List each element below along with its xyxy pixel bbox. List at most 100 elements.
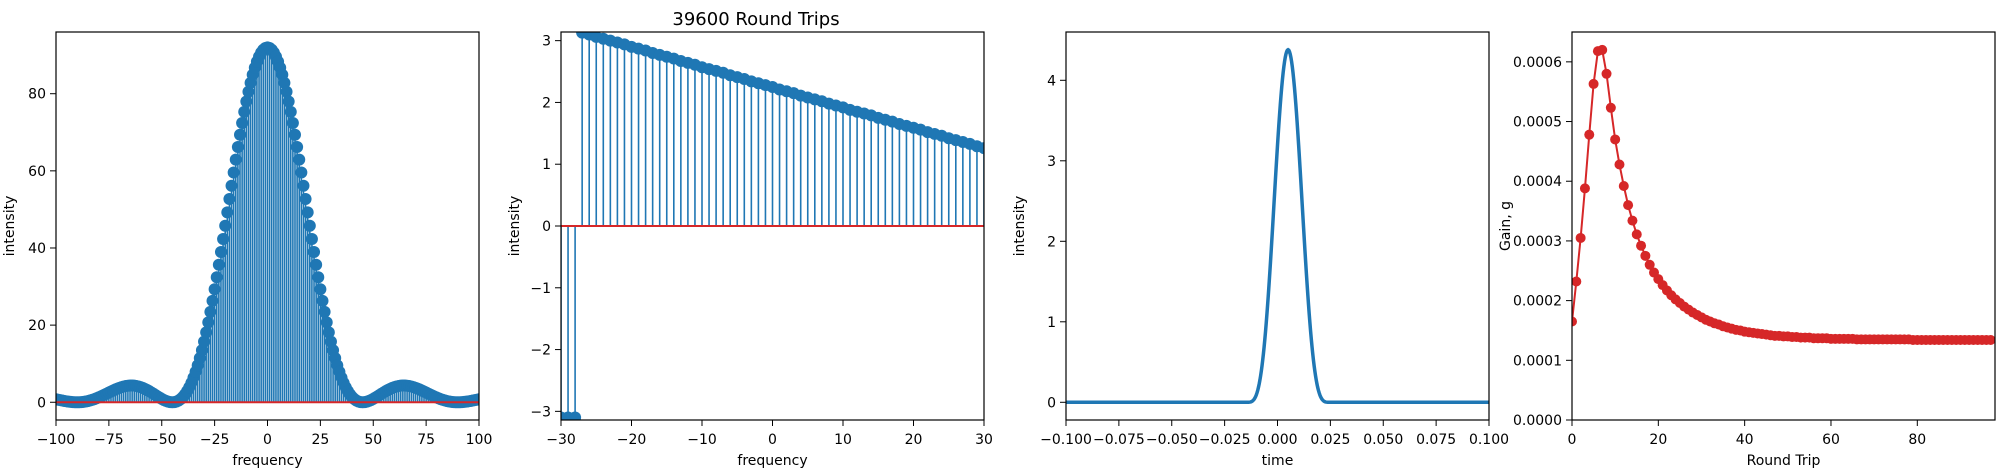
y-tick-label: 0.0004 xyxy=(1513,174,1562,190)
x-tick-label: 0 xyxy=(768,432,777,448)
x-tick-label: 25 xyxy=(311,432,329,448)
x-axis: −100 −75 −50 −25 0 25 50 75 100 xyxy=(37,420,493,448)
data-point xyxy=(1572,276,1582,287)
y-axis-label: intensity xyxy=(1012,196,1028,257)
stem-marker xyxy=(206,294,219,307)
y-tick-label: 20 xyxy=(28,318,46,334)
stem-marker xyxy=(200,326,213,339)
y-tick-label: 4 xyxy=(1047,73,1056,89)
stem-marker xyxy=(229,153,242,166)
stems xyxy=(561,32,984,418)
y-axis: 0 20 40 60 80 xyxy=(28,87,56,411)
y-tick-label: 3 xyxy=(542,34,551,50)
series-line xyxy=(1066,47,1489,405)
x-tick-label: −0.100 xyxy=(1040,432,1092,448)
y-axis: 0.0000 0.0001 0.0002 0.0003 0.0004 0.0005 0.00… xyxy=(1513,55,1572,429)
y-tick-label: 1 xyxy=(542,157,551,173)
y-tick-label: 0.0000 xyxy=(1513,413,1562,429)
y-tick-label: −2 xyxy=(530,343,551,359)
y-tick-label: 0 xyxy=(1047,395,1056,411)
x-tick-label: 75 xyxy=(417,432,435,448)
x-axis: −30 −20 −10 0 10 20 30 xyxy=(546,420,993,448)
y-tick-label: 2 xyxy=(1047,234,1056,250)
y-axis: −3 −2 −1 0 1 2 3 xyxy=(530,34,561,420)
stem-marker xyxy=(198,335,211,348)
stem-marker xyxy=(316,294,329,307)
x-axis: −0.100 −0.075 −0.050 −0.025 0.000 0.025 0.050 0… xyxy=(1040,420,1509,448)
stem-marker xyxy=(569,411,582,420)
data-point xyxy=(1631,229,1642,240)
stem-marker xyxy=(297,179,310,192)
data-point xyxy=(1627,215,1638,226)
stem-marker xyxy=(225,179,238,192)
y-tick-label: 0.0006 xyxy=(1513,55,1562,71)
data-point xyxy=(1640,250,1651,261)
stem-marker xyxy=(227,166,240,179)
stem-marker xyxy=(303,219,316,232)
x-tick-label: 40 xyxy=(1736,432,1754,448)
stem-marker xyxy=(282,95,295,108)
x-tick-label: 0.100 xyxy=(1469,432,1509,448)
x-tick-label: 0 xyxy=(1568,432,1577,448)
x-tick-label: −30 xyxy=(546,432,576,448)
stem-marker xyxy=(238,105,251,118)
stem-marker xyxy=(312,271,325,284)
y-tick-label: 0.0003 xyxy=(1513,234,1562,250)
x-tick-label: 0.075 xyxy=(1416,432,1456,448)
stem-marker xyxy=(231,140,244,153)
stem-marker xyxy=(310,258,323,271)
x-tick-label: −0.075 xyxy=(1093,432,1145,448)
stem-marker xyxy=(318,305,331,318)
plot-area xyxy=(1572,44,1995,346)
stem-marker xyxy=(236,117,249,130)
data-point xyxy=(1614,159,1625,170)
stem-marker xyxy=(221,206,234,219)
data-point xyxy=(1623,200,1634,211)
data-point xyxy=(1644,259,1655,270)
markers xyxy=(561,32,984,420)
x-tick-label: −10 xyxy=(687,432,717,448)
x-tick-label: 100 xyxy=(466,432,493,448)
stem-marker xyxy=(288,128,301,141)
x-tick-label: −0.025 xyxy=(1199,432,1251,448)
x-tick-label: −50 xyxy=(147,432,177,448)
data-point xyxy=(1588,78,1599,89)
stem-marker xyxy=(320,316,333,329)
y-axis-label: Gain, g xyxy=(1498,201,1514,251)
x-axis-label: Round Trip xyxy=(1747,453,1821,469)
x-tick-label: −0.050 xyxy=(1146,432,1198,448)
chart-gain-vs-round-trip: 0 20 40 60 800.00000.00010.00020.00030.00040… xyxy=(1498,31,1996,469)
stem-marker xyxy=(308,246,321,259)
data-point xyxy=(1618,181,1629,192)
axes-layer: −100 −75 −50 −25 0 25 50 75 100020406080frequenc… xyxy=(2,31,1996,469)
x-tick-label: 10 xyxy=(834,432,852,448)
x-tick-label: 60 xyxy=(1822,432,1840,448)
x-tick-label: 0.050 xyxy=(1363,432,1403,448)
x-axis-label: frequency xyxy=(737,453,807,469)
stem-marker xyxy=(293,153,306,166)
x-tick-label: −20 xyxy=(617,432,647,448)
stem-marker xyxy=(305,232,318,245)
y-tick-label: 2 xyxy=(542,95,551,111)
figure-title: 39600 Round Trips xyxy=(672,9,839,30)
y-tick-label: 1 xyxy=(1047,315,1056,331)
data-point xyxy=(1579,183,1590,194)
stem-marker xyxy=(208,283,221,296)
chart-spectrum-intensity: −100 −75 −50 −25 0 25 50 75 100 0 20 40 60 80 frequenc… xyxy=(2,31,493,469)
stem-marker xyxy=(202,316,215,329)
y-tick-label: 0.0005 xyxy=(1513,115,1562,131)
x-tick-label: 0 xyxy=(263,432,272,448)
stem-marker xyxy=(314,283,327,296)
y-tick-label: 40 xyxy=(28,241,46,257)
stem-marker xyxy=(212,258,225,271)
x-tick-label: 80 xyxy=(1908,432,1926,448)
data-point xyxy=(1610,134,1621,145)
y-tick-label: −1 xyxy=(530,281,551,297)
stem-marker xyxy=(210,271,223,284)
stem-marker xyxy=(214,246,227,259)
y-tick-label: 80 xyxy=(28,87,46,103)
y-axis-label: intensity xyxy=(507,196,523,257)
stem-marker xyxy=(223,193,236,206)
x-tick-label: 30 xyxy=(975,432,993,448)
